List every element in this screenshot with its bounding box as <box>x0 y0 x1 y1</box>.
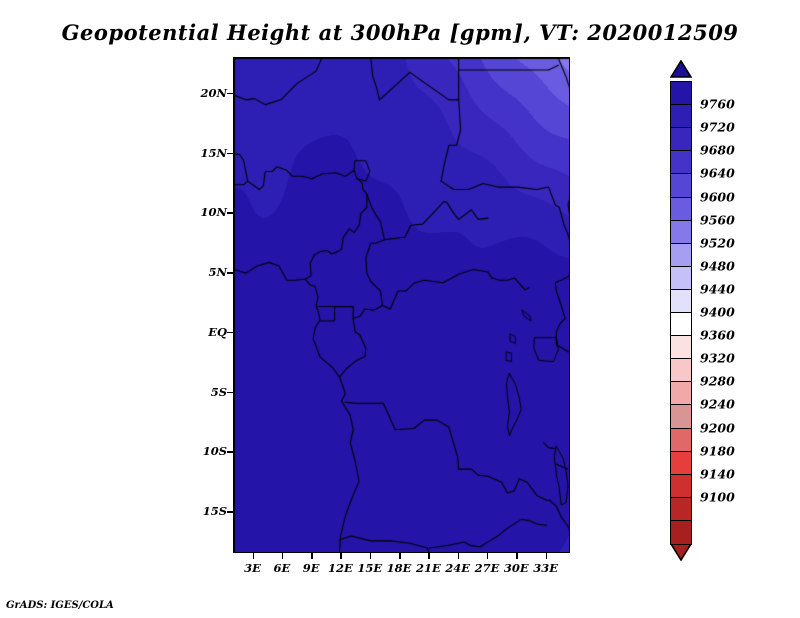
latitude-tick-label: 15S <box>202 504 227 519</box>
colorbar-band <box>670 104 692 129</box>
longitude-axis: 3E 6E 9E 12E 15E 18E 21E 24E 27E 30E 33E <box>0 561 800 581</box>
longitude-tick-mark <box>252 553 255 559</box>
colorbar-tick-label: 9520 <box>700 235 735 251</box>
colorbar-band <box>670 288 692 314</box>
colorbar-tick-label: 9360 <box>700 327 735 343</box>
colorbar-tick-label: 9720 <box>700 119 735 135</box>
longitude-tick-mark <box>399 553 401 559</box>
longitude-tick-label: 9E <box>302 561 320 575</box>
colorbar-tick-label: 9280 <box>700 373 735 389</box>
longitude-tick-label: 30E <box>503 561 529 575</box>
colorbar-band <box>670 219 692 245</box>
latitude-axis: 20N 15N 10N 5N EQ 5S 10S 15S <box>186 57 227 553</box>
colorbar-band <box>670 335 692 360</box>
latitude-tick-mark <box>227 152 233 155</box>
colorbar-band <box>670 450 692 476</box>
colorbar: 9760 9720 9680 9640 9600 9560 9520 9480 9440 9400… <box>668 60 798 561</box>
colorbar-tick-label: 9200 <box>700 420 735 435</box>
colorbar-tick-label: 9140 <box>700 466 735 482</box>
colorbar-band <box>670 150 692 175</box>
colorbar-tick-label: 9240 <box>700 396 735 412</box>
longitude-tick-label: 27E <box>474 561 500 575</box>
longitude-tick-label: 21E <box>415 561 441 575</box>
longitude-tick-mark <box>545 553 548 559</box>
latitude-tick-label: 5N <box>208 265 227 280</box>
latitude-tick-mark <box>227 272 233 274</box>
colorbar-band <box>670 173 692 199</box>
colorbar-band <box>670 127 692 152</box>
colorbar-tick-label: 9560 <box>700 212 735 228</box>
longitude-tick-mark <box>311 553 313 559</box>
colorbar-band <box>670 242 692 268</box>
colorbar-top-arrow-icon <box>670 60 692 78</box>
colorbar-tick-label: 9480 <box>700 258 735 274</box>
colorbar-band <box>670 81 692 106</box>
colorbar-bottom-arrow-icon <box>670 543 692 561</box>
colorbar-band <box>670 404 692 430</box>
colorbar-tick-label: 9100 <box>700 489 735 505</box>
latitude-tick-label: 20N <box>200 85 227 100</box>
longitude-tick-mark <box>340 553 342 559</box>
contour-field <box>234 58 569 552</box>
colorbar-tick-label: 9680 <box>700 142 735 158</box>
attribution-footer: GrADS: IGES/COLA <box>6 600 114 611</box>
colorbar-tick-label: 9640 <box>700 165 735 181</box>
colorbar-band <box>670 381 692 406</box>
latitude-tick-label: 10N <box>200 205 227 220</box>
longitude-tick-label: 6E <box>273 561 291 575</box>
longitude-tick-mark <box>369 553 372 559</box>
colorbar-band <box>670 265 692 291</box>
colorbar-band <box>670 358 692 383</box>
page-title: Geopotential Height at 300hPa [gpm], VT:… <box>61 20 739 45</box>
longitude-tick-mark <box>486 553 489 559</box>
latitude-tick-mark <box>227 331 233 334</box>
colorbar-band <box>670 427 692 453</box>
longitude-tick-mark <box>457 553 460 559</box>
colorbar-tick-label: 9400 <box>700 304 735 320</box>
longitude-tick-label: 12E <box>328 561 353 575</box>
colorbar-tick-label: 9180 <box>700 443 735 459</box>
latitude-tick-label: EQ <box>208 324 227 339</box>
colorbar-tick-label: 9760 <box>700 96 735 112</box>
longitude-tick-mark <box>516 553 518 559</box>
colorbar-band <box>670 196 692 222</box>
latitude-tick-mark <box>227 391 233 394</box>
colorbar-tick-label: 9440 <box>700 281 735 297</box>
longitude-tick-mark <box>428 553 430 559</box>
colorbar-tick-label: 9600 <box>700 189 735 204</box>
colorbar-tick-label: 9320 <box>700 350 735 366</box>
map-plot-area <box>233 57 570 553</box>
colorbar-band <box>670 312 692 337</box>
colorbar-band <box>670 496 692 522</box>
colorbar-band <box>670 519 692 545</box>
longitude-tick-label: 3E <box>244 561 261 575</box>
latitude-tick-label: 5S <box>210 384 227 399</box>
longitude-tick-label: 15E <box>357 561 383 575</box>
longitude-tick-label: 18E <box>386 561 412 575</box>
latitude-tick-label: 10S <box>202 444 227 459</box>
colorbar-band <box>670 473 692 499</box>
latitude-tick-mark <box>227 451 233 453</box>
latitude-tick-mark <box>227 92 233 95</box>
longitude-tick-label: 33E <box>533 561 558 575</box>
latitude-tick-label: 15N <box>200 145 227 160</box>
latitude-tick-mark <box>227 511 233 513</box>
latitude-tick-mark <box>227 212 233 214</box>
longitude-tick-mark <box>281 553 284 559</box>
longitude-tick-label: 24E <box>445 561 471 575</box>
